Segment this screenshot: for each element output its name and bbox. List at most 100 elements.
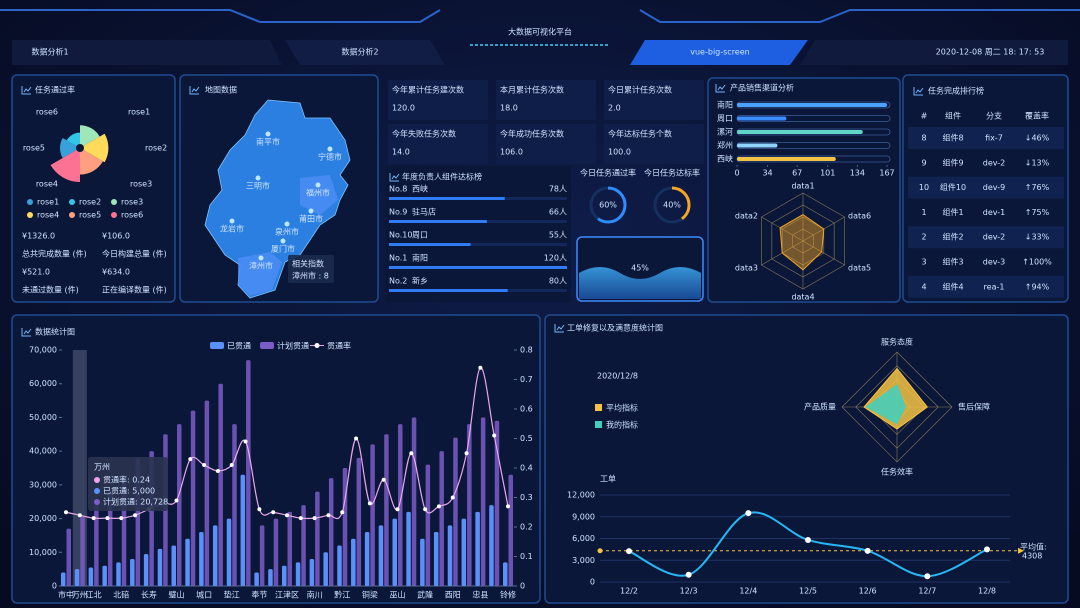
table-cell: 组件3	[942, 257, 963, 267]
bar	[737, 103, 887, 107]
bar	[398, 424, 403, 586]
legend-label: rose1	[37, 198, 59, 207]
bar	[475, 511, 480, 586]
legend-label: 已贯通	[227, 341, 251, 351]
order-point	[805, 536, 811, 543]
bar	[309, 559, 315, 586]
tab-active[interactable]	[630, 40, 808, 65]
counter-label: 今日累计任务次数	[608, 85, 672, 95]
stat-label: 未通过数量 (件)	[22, 285, 79, 295]
radar-label: data6	[848, 212, 871, 221]
bar	[287, 511, 292, 586]
bar	[185, 538, 190, 586]
leader-value: 80人	[549, 277, 567, 286]
y-tick-label: 12,000	[567, 491, 595, 500]
leader-bar	[389, 197, 505, 200]
bar	[246, 360, 251, 586]
order-point	[984, 546, 990, 553]
radar-series	[865, 384, 906, 425]
leader-name: 南阳	[412, 253, 428, 263]
tooltip-line: 计划贯通: 20,728	[103, 497, 168, 507]
x-tick-label: 璧山	[169, 590, 185, 600]
radar-label: data4	[791, 293, 814, 302]
leader-value: 55人	[549, 231, 567, 240]
panel-icon	[189, 86, 200, 95]
bar	[392, 518, 397, 586]
average-dot	[597, 548, 603, 554]
stat-value: ¥106.0	[102, 232, 130, 241]
bar	[384, 434, 389, 586]
leader-bar	[389, 289, 508, 292]
x-tick-label: 12/4	[739, 587, 757, 596]
counter-label: 今年达标任务个数	[608, 129, 672, 139]
x-tick-label: 101	[820, 169, 835, 178]
legend-swatch	[69, 199, 75, 205]
bar	[199, 532, 204, 586]
table-row-bg	[908, 275, 1064, 298]
panel-title: 年度负责人组件达标榜	[402, 172, 482, 182]
stat-value: ¥521.0	[22, 268, 50, 277]
rate-point	[243, 439, 248, 444]
table-cell: 10	[919, 183, 929, 192]
legend-swatch	[27, 199, 33, 205]
rate-point	[367, 501, 372, 506]
rose-label: rose5	[23, 144, 45, 153]
panel	[544, 314, 1069, 604]
rate-point	[423, 507, 428, 512]
order-point	[626, 548, 632, 555]
order-point	[685, 571, 692, 578]
rate-point	[450, 495, 455, 500]
rose-sector	[50, 148, 80, 182]
y-tick-label: 30,000	[29, 480, 57, 489]
bar	[737, 130, 863, 134]
tooltip-dot	[94, 488, 100, 494]
legend-label: rose4	[37, 211, 59, 220]
table-header: 组件	[945, 111, 961, 121]
y-tick-label: 60,000	[29, 379, 57, 388]
counter-label: 本月累计任务次数	[500, 85, 564, 95]
leader-name: 周口	[412, 231, 428, 240]
bar	[254, 572, 259, 586]
x-tick-label: 武隆	[417, 590, 433, 600]
rate-point	[506, 504, 510, 509]
tooltip-dot	[94, 499, 100, 505]
bar	[494, 420, 500, 586]
bar	[212, 525, 218, 586]
y-tick-label: 9,000	[572, 512, 595, 521]
legend-label: 贯通率	[327, 341, 351, 351]
y2-tick-label: 0.6	[520, 405, 533, 414]
rate-point	[395, 507, 400, 512]
city-label: 龙岩市	[220, 224, 244, 234]
gauge-arc	[589, 186, 627, 224]
bar	[737, 143, 778, 148]
tab-label: 数据分析2	[341, 47, 378, 57]
map-tooltip	[288, 255, 334, 283]
table-cell: dev-1	[983, 208, 1006, 217]
rate-point	[215, 468, 220, 473]
leader-bar	[389, 243, 471, 246]
city-dot	[284, 221, 290, 227]
tab-bg	[12, 40, 282, 65]
table-row-bg	[908, 226, 1064, 249]
bar	[411, 417, 417, 586]
order-point	[745, 510, 752, 517]
bar	[88, 567, 94, 586]
table-cell: ↑76%	[1025, 183, 1050, 192]
radar-label: data5	[848, 264, 871, 273]
panel-icon	[21, 86, 32, 95]
radar-label: 售后保障	[958, 402, 990, 412]
stat-label: 总共完成数量 (件)	[22, 249, 87, 259]
bar	[370, 444, 375, 586]
leader-bar	[389, 220, 487, 223]
panel-icon	[715, 84, 726, 93]
counter-value: 106.0	[500, 148, 523, 157]
bar	[461, 518, 467, 586]
y2-tick-label: 0	[520, 582, 525, 591]
tab-bg	[800, 40, 1068, 65]
city-dot	[315, 182, 321, 188]
x-tick-label: 134	[850, 169, 865, 178]
table-header: #	[921, 112, 928, 121]
x-tick-label: 南川	[307, 590, 323, 600]
rate-point	[409, 451, 414, 456]
